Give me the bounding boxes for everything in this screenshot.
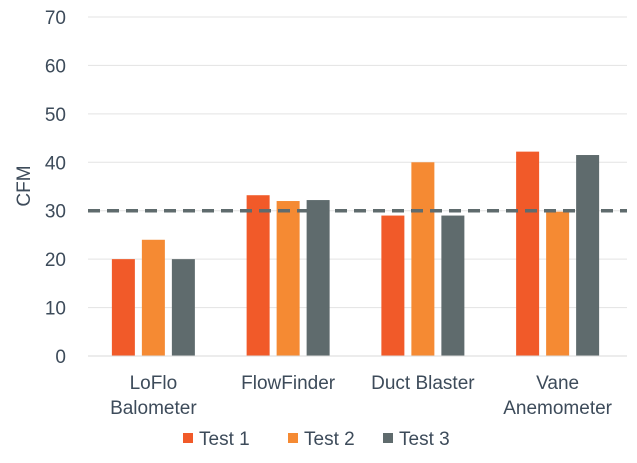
y-tick-label: 0 — [55, 347, 66, 368]
bar-test-3 — [441, 215, 465, 356]
y-tick-label: 40 — [45, 153, 66, 174]
y-tick-label: 50 — [45, 105, 66, 126]
legend-swatch — [288, 433, 298, 443]
bar-test-2 — [546, 211, 570, 356]
bar-test-3 — [306, 200, 330, 356]
bar-test-1 — [111, 259, 135, 356]
x-category-label: LoFlo — [130, 373, 178, 394]
x-category-label: Duct Blaster — [371, 373, 475, 394]
bar-test-3 — [171, 259, 195, 356]
x-category-label: Vane — [536, 373, 579, 394]
y-tick-label: 70 — [45, 8, 66, 29]
bar-test-2 — [276, 201, 300, 356]
y-tick-label: 20 — [45, 250, 66, 271]
x-category-label: FlowFinder — [241, 373, 336, 394]
y-tick-label: 60 — [45, 56, 66, 77]
x-category-label: Balometer — [110, 398, 197, 419]
bar-test-2 — [141, 239, 165, 356]
bar-test-3 — [576, 155, 600, 356]
y-tick-label: 30 — [45, 202, 66, 223]
legend-swatch — [383, 433, 393, 443]
legend-swatch — [183, 433, 193, 443]
y-axis-ticks: 0 10 20 30 40 50 60 70 — [45, 8, 66, 368]
y-axis-title: CFM — [14, 165, 35, 206]
legend: Test 1 Test 2 Test 3 — [183, 429, 450, 450]
bar-test-1 — [381, 215, 405, 356]
bars — [111, 151, 600, 356]
legend-label: Test 2 — [304, 429, 355, 450]
bar-test-1 — [246, 195, 270, 356]
legend-label: Test 1 — [199, 429, 250, 450]
y-tick-label: 10 — [45, 299, 66, 320]
legend-label: Test 3 — [399, 429, 450, 450]
x-axis-category-labels: LoFlo Balometer FlowFinder Duct Blaster Vane… — [110, 373, 613, 419]
x-category-label: Anemometer — [503, 398, 612, 419]
bar-test-1 — [516, 151, 540, 356]
bar-test-2 — [411, 162, 435, 356]
